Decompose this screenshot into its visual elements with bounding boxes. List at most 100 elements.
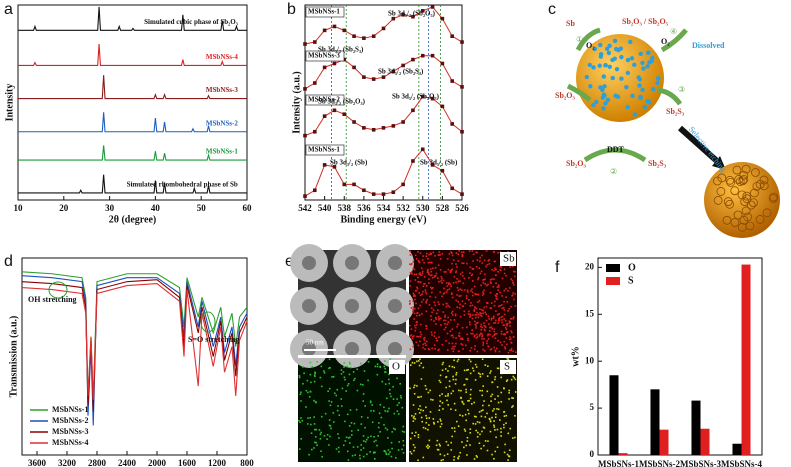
data-point [460, 40, 464, 44]
map-pixel [493, 269, 495, 272]
map-pixel [479, 308, 481, 310]
map-pixel [376, 373, 379, 376]
map-pixel [501, 277, 504, 280]
map-pixel [409, 300, 411, 302]
arrow [566, 83, 592, 102]
map-pixel [474, 293, 476, 295]
dot [601, 74, 606, 79]
map-pixel [427, 268, 429, 271]
map-pixel [452, 336, 455, 339]
map-pixel [306, 423, 309, 425]
map-pixel [481, 389, 484, 392]
map-pixel [383, 424, 385, 426]
map-pixel [487, 333, 490, 336]
map-pixel [441, 393, 443, 395]
map-pixel [349, 442, 351, 444]
map-pixel [497, 284, 500, 286]
map-pixel [463, 314, 466, 316]
map-pixel [481, 394, 484, 397]
x-tick-label: 50 [197, 203, 207, 213]
series-label: Simulated rhombohedral phase of Sb [127, 181, 238, 189]
map-pixel [503, 300, 505, 303]
map-pixel [426, 270, 429, 272]
map-pixel [508, 449, 511, 452]
map-pixel [418, 412, 421, 414]
map-pixel [415, 302, 417, 305]
map-pixel [492, 250, 495, 253]
label-box [500, 252, 516, 266]
map-pixel [509, 349, 511, 352]
map-pixel [476, 336, 479, 338]
map-pixel [314, 372, 317, 375]
map-pixel [441, 402, 444, 404]
map-pixel [332, 421, 335, 423]
map-pixel [335, 394, 338, 397]
map-pixel [421, 312, 423, 315]
map-pixel [428, 424, 430, 426]
map-pixel [412, 306, 415, 308]
dot [610, 57, 615, 63]
map-pixel [470, 388, 472, 391]
map-pixel [494, 378, 496, 381]
map-pixel [449, 270, 452, 272]
map-pixel [472, 314, 474, 316]
map-pixel [373, 440, 375, 443]
map-pixel [484, 364, 487, 366]
map-pixel [447, 393, 449, 395]
map-pixel [424, 289, 427, 291]
map-pixel [484, 329, 486, 332]
map-pixel [417, 344, 420, 347]
map-pixel [469, 314, 472, 317]
map-pixel [501, 344, 503, 346]
map-pixel [512, 282, 514, 285]
map-pixel [324, 412, 327, 415]
map-pixel [451, 252, 453, 254]
map-pixel [402, 444, 405, 447]
map-pixel [418, 292, 421, 294]
data-point [411, 14, 415, 19]
data-point [460, 85, 464, 89]
data-line [18, 75, 247, 100]
map-pixel [439, 253, 441, 256]
map-pixel [466, 326, 468, 329]
map-pixel [514, 293, 516, 295]
map-pixel [496, 293, 498, 295]
map-pixel [354, 454, 356, 456]
map-pixel [433, 276, 436, 278]
map-pixel [438, 379, 441, 382]
map-pixel [459, 295, 462, 297]
map-pixel [498, 305, 500, 308]
map-pixel [511, 279, 514, 282]
map-pixel [504, 333, 506, 335]
map-pixel [498, 319, 500, 322]
map-pixel [487, 365, 489, 368]
x-tick-label: 40 [151, 203, 161, 213]
map-pixel [509, 427, 512, 430]
map-pixel [338, 414, 341, 416]
dot [607, 64, 612, 69]
map-pixel [512, 375, 515, 378]
map-pixel [510, 378, 513, 381]
map-pixel [413, 268, 416, 271]
mask [298, 355, 406, 358]
map-pixel [469, 372, 472, 375]
map-pixel [443, 328, 446, 331]
map-pixel [479, 312, 481, 314]
map-pixel [411, 361, 414, 364]
pore [725, 199, 735, 209]
map-pixel [416, 312, 419, 314]
map-pixel [380, 416, 383, 419]
map-pixel [415, 341, 418, 344]
map-pixel [499, 419, 501, 421]
map-pixel [475, 325, 477, 327]
map-pixel [428, 417, 431, 419]
map-pixel [480, 270, 483, 273]
dot [651, 87, 656, 92]
legend-label: MSbNSs-3 [52, 427, 88, 436]
map-pixel [434, 296, 437, 299]
map-pixel [458, 250, 460, 252]
map-pixel [472, 369, 475, 372]
data-point [371, 34, 376, 38]
map-pixel [501, 315, 504, 318]
map-pixel [323, 372, 326, 374]
